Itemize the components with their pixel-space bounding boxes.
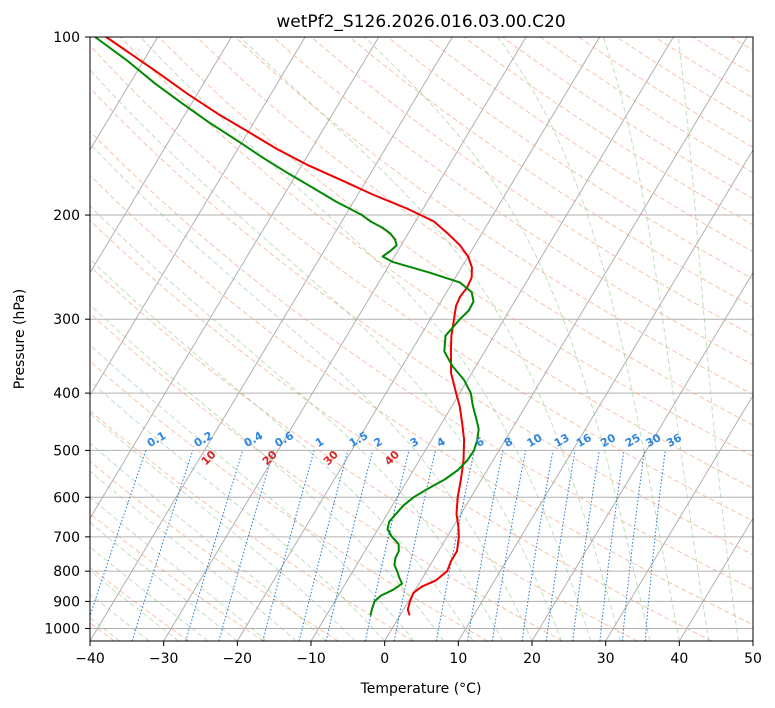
isotherm-gridline xyxy=(678,517,753,641)
moist-adiabat-line xyxy=(90,412,356,641)
plot-frame xyxy=(89,36,754,642)
y-tick-label: 900 xyxy=(53,594,80,610)
y-tick-label: 200 xyxy=(53,208,80,224)
dry-adiabat-line xyxy=(90,360,488,641)
isotherm-gridline xyxy=(90,37,159,151)
mixing-ratio-line xyxy=(90,450,147,618)
dewpoint-profile-line xyxy=(94,37,480,616)
x-tick-label: 0 xyxy=(380,651,389,667)
x-tick-label: 10 xyxy=(449,651,467,667)
isotherm-gridline xyxy=(90,37,453,641)
temperature-profile-line xyxy=(105,37,473,616)
mixing-ratio-line xyxy=(621,450,645,641)
moist-adiabat-line xyxy=(90,380,386,641)
isotherm-gridline xyxy=(163,37,527,641)
moist-adiabat-line xyxy=(90,496,268,641)
x-tick-label: 30 xyxy=(597,651,615,667)
dry-adiabat-line xyxy=(90,87,753,556)
y-tick-label: 600 xyxy=(53,490,80,506)
mixing-ratio-line xyxy=(599,450,625,641)
dry-adiabat-line xyxy=(90,219,712,641)
moist-adiabat-line xyxy=(90,258,474,641)
x-tick-label: 40 xyxy=(670,651,688,667)
moist-adiabat-line xyxy=(239,37,621,641)
mixing-ratio-line xyxy=(218,450,274,641)
moist-adiabat-line xyxy=(602,37,710,641)
x-tick-label: −10 xyxy=(296,651,326,667)
chart-title: wetPf2_S126.2026.016.03.00.C20 xyxy=(276,12,565,32)
dry-adiabat-line xyxy=(90,312,563,641)
moist-adiabat-line xyxy=(90,546,209,641)
isotherm-gridline xyxy=(90,37,306,397)
mixing-ratio-line xyxy=(262,450,315,641)
x-tick-label: −20 xyxy=(223,651,253,667)
y-tick-label: 400 xyxy=(53,386,80,402)
y-tick-label: 300 xyxy=(53,312,80,328)
mixing-ratio-line xyxy=(393,450,436,641)
moist-adiabat-line xyxy=(90,570,179,641)
x-tick-label: 50 xyxy=(744,651,762,667)
axis-layer: −40 −30 −20 −10 0 10 20 30 40 50 100 200 300 400 500 60… xyxy=(44,30,762,667)
moist-adiabat-line xyxy=(90,143,533,641)
dry-adiabat-line xyxy=(90,44,753,522)
isotherm-gridline xyxy=(605,394,753,641)
moist-adiabat-line xyxy=(90,521,238,641)
moist-adiabat-line xyxy=(497,37,680,641)
isotherm-gridline xyxy=(457,149,753,641)
moist-adiabat-line xyxy=(140,37,592,641)
dry-adiabat-line xyxy=(234,37,753,396)
moist-adiabat-line xyxy=(90,593,150,641)
isotherm-gridline xyxy=(90,37,232,274)
moist-adiabat-line xyxy=(90,205,503,641)
y-tick-label: 1000 xyxy=(44,621,80,637)
x-tick-label: −30 xyxy=(149,651,179,667)
profile-layer xyxy=(94,37,480,616)
isotherm-gridline xyxy=(236,37,601,641)
dry-adiabat-line xyxy=(120,37,753,489)
moist-adiabat-line xyxy=(90,69,562,641)
adiabat-layer xyxy=(90,37,753,641)
mixing-ratio-line xyxy=(325,450,374,641)
moist-adiabat-line xyxy=(677,37,739,641)
isotherm-gridline xyxy=(384,37,748,641)
x-tick-label: −40 xyxy=(75,651,105,667)
y-tick-label: 700 xyxy=(53,530,80,546)
x-tick-label: 20 xyxy=(523,651,541,667)
moist-adiabat-line xyxy=(90,442,327,641)
dry-adiabat-line xyxy=(90,130,753,590)
dry-adiabat-line xyxy=(272,37,753,366)
mixing-ratio-line xyxy=(131,450,194,641)
mixing-ratio-line xyxy=(644,450,666,641)
isotherm-gridline xyxy=(531,271,753,641)
x-axis-label: Temperature (°C) xyxy=(360,681,482,697)
dry-adiabat-line xyxy=(90,512,264,641)
y-tick-label: 100 xyxy=(53,30,80,46)
y-tick-label: 800 xyxy=(53,564,80,580)
mixing-ratio-line xyxy=(364,450,410,641)
mixing-ratio-line xyxy=(185,450,244,641)
moist-adiabat-line xyxy=(90,470,297,641)
y-axis-label: Pressure (hPa) xyxy=(12,289,28,389)
moist-adiabat-line xyxy=(364,37,651,641)
y-tick-label: 500 xyxy=(53,443,80,459)
dry-adiabat-line xyxy=(90,265,638,641)
isotherm-gridline xyxy=(90,37,380,520)
dry-adiabat-line xyxy=(311,37,753,337)
